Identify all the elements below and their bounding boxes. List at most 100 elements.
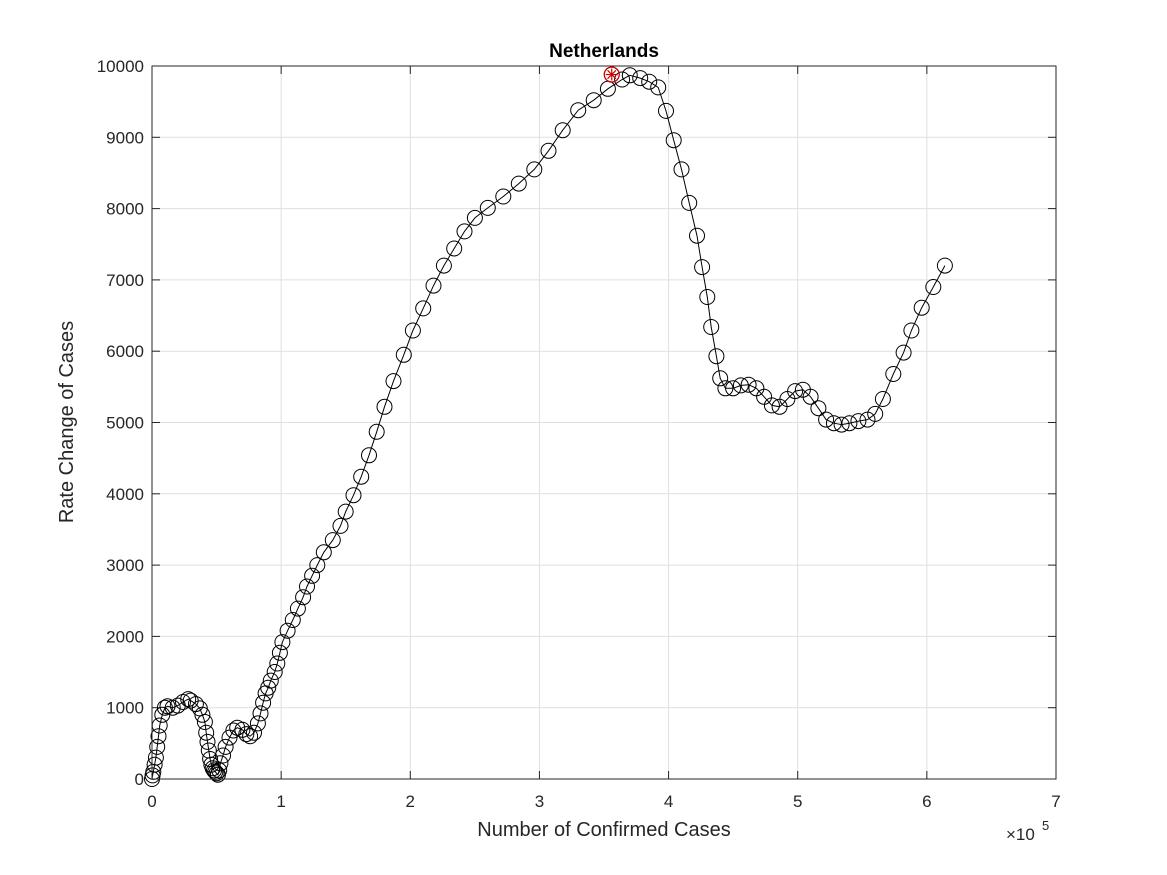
data-point — [763, 397, 780, 414]
data-point — [681, 194, 698, 211]
data-point — [159, 698, 176, 715]
data-point — [208, 765, 225, 782]
peak-marker — [603, 66, 620, 83]
data-point — [641, 73, 658, 90]
data-point — [435, 257, 452, 274]
data-point — [404, 322, 421, 339]
data-point — [802, 388, 819, 405]
x-tick-label: 4 — [664, 792, 673, 811]
x-exponent-base: ×10 — [1006, 825, 1035, 844]
data-point — [242, 728, 259, 745]
data-point — [725, 380, 742, 397]
y-tick-label: 9000 — [106, 128, 144, 147]
x-tick-label: 1 — [276, 792, 285, 811]
data-point — [271, 644, 288, 661]
data-point — [156, 699, 173, 716]
data-point — [585, 92, 602, 109]
data-point — [279, 622, 296, 639]
data-point — [841, 415, 858, 432]
data-point — [415, 300, 432, 317]
data-point — [175, 694, 191, 710]
data-point — [295, 589, 312, 606]
data-point — [650, 79, 667, 96]
data-point — [225, 722, 242, 739]
data-point — [689, 227, 705, 244]
data-point — [147, 749, 164, 766]
data-point — [199, 733, 216, 750]
data-point — [332, 517, 349, 534]
data-point — [395, 346, 412, 363]
data-point — [632, 70, 649, 87]
data-point — [215, 747, 231, 764]
series-line — [151, 74, 946, 780]
data-point — [194, 706, 211, 723]
data-point — [466, 209, 483, 226]
data-point — [740, 376, 757, 393]
data-point — [712, 370, 729, 387]
data-point — [260, 679, 277, 696]
data-point — [262, 672, 279, 689]
y-axis-label: Rate Change of Cases — [56, 321, 78, 523]
data-point — [913, 299, 930, 316]
data-point — [570, 102, 587, 119]
data-point — [510, 175, 527, 192]
data-point — [850, 413, 867, 430]
data-point — [150, 728, 167, 745]
chart-title: Netherlands — [549, 41, 659, 62]
data-point — [833, 416, 850, 433]
data-point — [146, 756, 163, 773]
x-tick-label: 2 — [406, 792, 415, 811]
data-point — [658, 102, 674, 119]
data-point — [540, 142, 557, 159]
axes-box — [151, 65, 1057, 780]
data-point — [621, 67, 638, 84]
y-tick-label: 0 — [135, 770, 144, 789]
data-point — [614, 71, 631, 88]
data-point — [895, 344, 912, 361]
data-point — [425, 277, 442, 294]
y-tick-label: 1000 — [106, 699, 144, 718]
data-point — [732, 377, 749, 394]
data-point — [212, 755, 229, 772]
data-point — [673, 161, 690, 178]
y-tick-label: 10000 — [97, 57, 144, 76]
data-point — [353, 468, 370, 485]
markers — [144, 67, 953, 787]
data-point — [198, 724, 215, 741]
tick-labels: 0 1 2 3 4 5 6 7 0 1000 2000 3000 4000 5000 6000 7000 800… — [97, 57, 1061, 811]
data-point — [699, 289, 716, 305]
y-tick-label: 2000 — [106, 627, 144, 646]
x-tick-label: 7 — [1051, 792, 1060, 811]
x-tick-label: 0 — [147, 792, 156, 811]
data-point — [274, 634, 291, 651]
data-point — [361, 447, 377, 464]
data-point — [204, 760, 221, 777]
data-point — [345, 487, 362, 504]
data-point — [694, 259, 711, 276]
data-point — [818, 411, 835, 428]
data-point — [903, 322, 920, 339]
data-point — [299, 578, 315, 595]
y-tick-label: 8000 — [106, 200, 144, 219]
data-point — [554, 122, 571, 139]
data-point — [337, 503, 354, 520]
data-point — [385, 373, 402, 390]
data-point — [456, 223, 473, 240]
x-axis-label: Number of Confirmed Cases — [477, 819, 730, 841]
x-exponent-label: ×10 5 — [1006, 818, 1049, 844]
data-point — [324, 532, 341, 549]
data-point — [925, 279, 942, 295]
y-tick-label: 4000 — [106, 485, 144, 504]
data-point — [180, 691, 197, 708]
data-point — [703, 319, 720, 335]
data-point — [309, 557, 326, 574]
y-tick-label: 3000 — [106, 556, 144, 575]
data-point — [787, 383, 804, 400]
data-point — [255, 694, 272, 711]
data-point — [252, 705, 269, 722]
data-point — [376, 398, 393, 415]
data-point — [289, 600, 306, 617]
data-point — [867, 405, 884, 422]
y-tick-label: 6000 — [106, 342, 144, 361]
